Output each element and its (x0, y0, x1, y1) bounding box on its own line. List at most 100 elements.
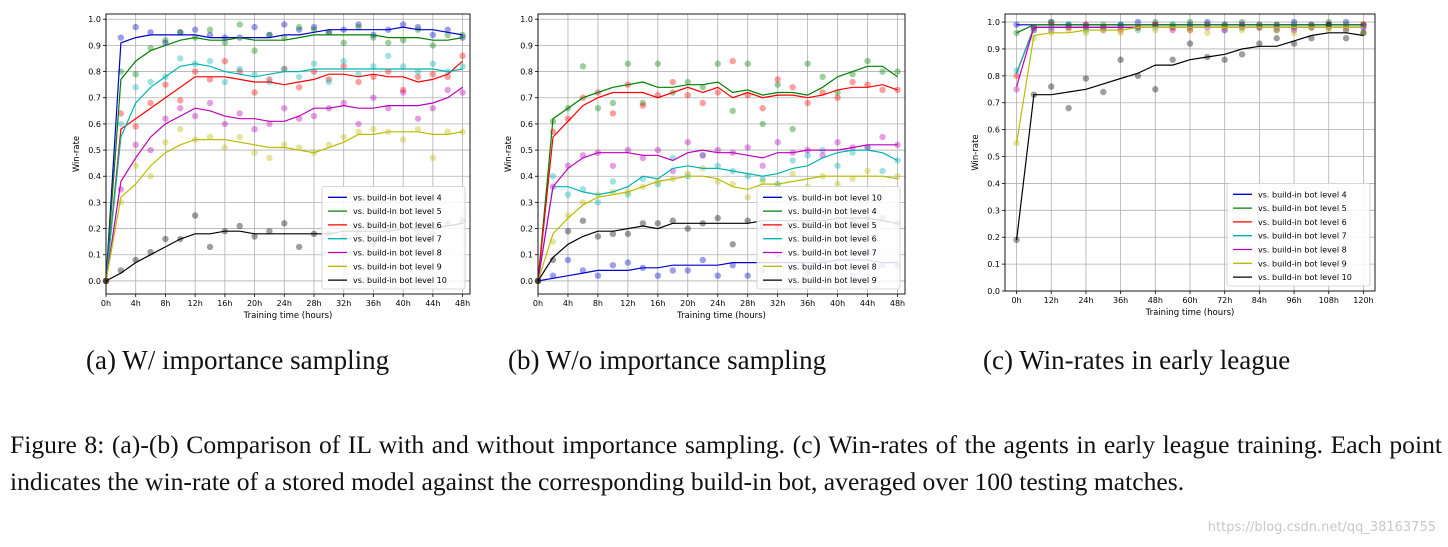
chart-a-point-s3-22 (429, 60, 437, 67)
chart-b-legend-label-6: vs. build-in bot level 9 (788, 276, 877, 285)
chart-b-point-s0-4 (594, 272, 602, 279)
chart-c-point-s5-8 (1152, 26, 1159, 34)
chart-a-point-s0-23 (444, 26, 451, 33)
chart-a-point-s3-24 (459, 63, 466, 70)
chart-a-point-s1-19 (385, 39, 392, 46)
chart-b-xtick-label: 28h (740, 299, 755, 308)
chart-a-point-s1-7 (206, 26, 214, 33)
chart-a-point-s4-9 (236, 110, 243, 117)
chart-a-point-s3-2 (132, 84, 139, 91)
chart-a-xtick-label: 44h (425, 299, 440, 308)
chart-c-xtick-label: 96h (1286, 296, 1301, 305)
chart-c-point-s5-10 (1186, 26, 1194, 34)
chart-c-point-s3-20 (1360, 24, 1367, 31)
chart-c-point-s5-18 (1325, 26, 1332, 34)
chart-c-legend-label-3: vs. build-in bot level 7 (1258, 232, 1347, 241)
chart-b-point-s6-7 (639, 220, 647, 227)
chart-a-point-s2-24 (459, 52, 466, 60)
chart-b-point-s4-24 (894, 141, 901, 149)
chart-b-point-s4-20 (834, 139, 841, 146)
chart-c-ytick-label: 0.3 (987, 206, 1000, 215)
chart-a-point-s1-12 (281, 34, 288, 41)
chart-a-point-s4-12 (281, 105, 288, 112)
chart-b-ylabel: Win-rate (504, 136, 514, 172)
chart-c-point-s1-2 (1048, 18, 1055, 26)
subcaption-a: (a) W/ importance sampling (86, 345, 390, 375)
chart-a-series-line-0 (105, 26, 463, 281)
chart-a-point-s2-3 (147, 99, 154, 107)
chart-b-ytick-label: 0.0 (520, 277, 533, 286)
chart-a-point-s2-14 (310, 68, 318, 75)
chart-b-point-s0-14 (744, 272, 751, 279)
chart-a-point-s0-6 (191, 26, 199, 33)
chart-b-xtick-label: 12h (620, 299, 635, 308)
chart-b-point-s1-22 (864, 57, 871, 65)
chart-a-point-s3-1 (117, 120, 125, 128)
chart-a-point-s0-11 (266, 31, 273, 39)
chart-b-point-s0-12 (714, 272, 721, 279)
chart-a-point-s1-10 (251, 47, 258, 54)
chart-b-point-s6-5 (609, 230, 617, 238)
chart-b-point-s1-7 (639, 99, 647, 107)
chart-b-point-s6-13 (729, 241, 736, 248)
chart-a-point-s5-9 (236, 133, 243, 141)
chart-c-ytick-label: 0.5 (987, 153, 1000, 162)
chart-b-xtick-label: 36h (800, 299, 815, 308)
chart-c-point-s6-13 (1238, 51, 1246, 58)
chart-a-point-s4-22 (429, 105, 437, 112)
chart-b-point-s1-4 (594, 105, 602, 112)
chart-b-point-s4-14 (744, 144, 751, 151)
chart-a-legend (321, 185, 466, 290)
chart-a-point-s1-9 (236, 21, 243, 28)
chart-b-point-s0-10 (684, 267, 691, 274)
chart-b-point-s3-22 (864, 144, 871, 151)
chart-a-point-s2-8 (221, 57, 229, 65)
chart-a-ytick-label: 1.0 (88, 15, 101, 24)
chart-c-series-line-5 (1016, 26, 1364, 144)
chart-a-point-s4-16 (340, 99, 347, 107)
chart-a-xtick-label: 4h (131, 299, 141, 308)
chart-c-point-s1-18 (1325, 18, 1332, 26)
chart-a-point-s3-20 (399, 63, 407, 70)
chart-b-point-s2-17 (789, 84, 796, 91)
subcaption-c: (c) Win-rates in early league (983, 345, 1291, 375)
chart-c-point-s3-7 (1134, 26, 1142, 34)
chart-a-point-s3-7 (206, 57, 214, 65)
chart-b-point-s4-10 (684, 139, 691, 146)
chart-c-point-s5-16 (1290, 29, 1298, 37)
chart-a-xtick-label: 40h (396, 299, 411, 308)
chart-c-point-s0-16 (1290, 18, 1298, 26)
chart-c-point-s3-12 (1221, 26, 1228, 34)
chart-b-point-s6-6 (624, 230, 632, 238)
chart-c-xtick-label: 36h (1113, 296, 1128, 305)
chart-a-point-s6-4 (162, 235, 169, 243)
chart-c-point-s6-9 (1169, 56, 1176, 63)
chart-c-point-s6-19 (1342, 35, 1350, 42)
chart-a-point-s0-17 (355, 21, 362, 28)
chart-b-point-s4-11 (699, 152, 706, 159)
chart-b-point-s6-10 (684, 225, 691, 232)
chart-a-point-s2-21 (414, 73, 422, 81)
chart-a-point-s0-20 (399, 21, 407, 28)
chart-a-point-s6-7 (206, 243, 214, 251)
chart-c-point-s2-10 (1186, 26, 1194, 34)
chart-a-legend-label-0: vs. build-in bot level 4 (353, 193, 442, 202)
chart-c-legend-label-1: vs. build-in bot level 5 (1258, 204, 1347, 213)
chart-a-point-s1-16 (340, 39, 347, 46)
chart-a-point-s3-18 (370, 63, 377, 70)
chart-b-point-s0-8 (654, 272, 662, 279)
chart-b-point-s1-12 (714, 60, 721, 67)
chart-b-point-s3-14 (744, 173, 751, 180)
chart-a-point-s2-16 (340, 63, 347, 70)
chart-a-point-s0-21 (414, 23, 422, 31)
chart-a-xtick-label: 12h (188, 299, 203, 308)
chart-a-point-s4-4 (162, 115, 169, 122)
chart-b-ytick-label: 0.8 (520, 68, 533, 77)
chart-c-point-s5-3 (1065, 26, 1072, 34)
chart-b-frame (537, 13, 906, 295)
chart-c-point-s4-2 (1048, 26, 1055, 34)
chart-c-point-s1-10 (1186, 18, 1194, 26)
chart-a-svg: 0h 4h 8h 12h 16h 20h 24h 28h 32h 36h 40h 44h 48h 0.0 0… (72, 13, 471, 321)
chart-c-point-s3-19 (1342, 26, 1350, 34)
chart-c-point-s2-19 (1342, 26, 1350, 34)
